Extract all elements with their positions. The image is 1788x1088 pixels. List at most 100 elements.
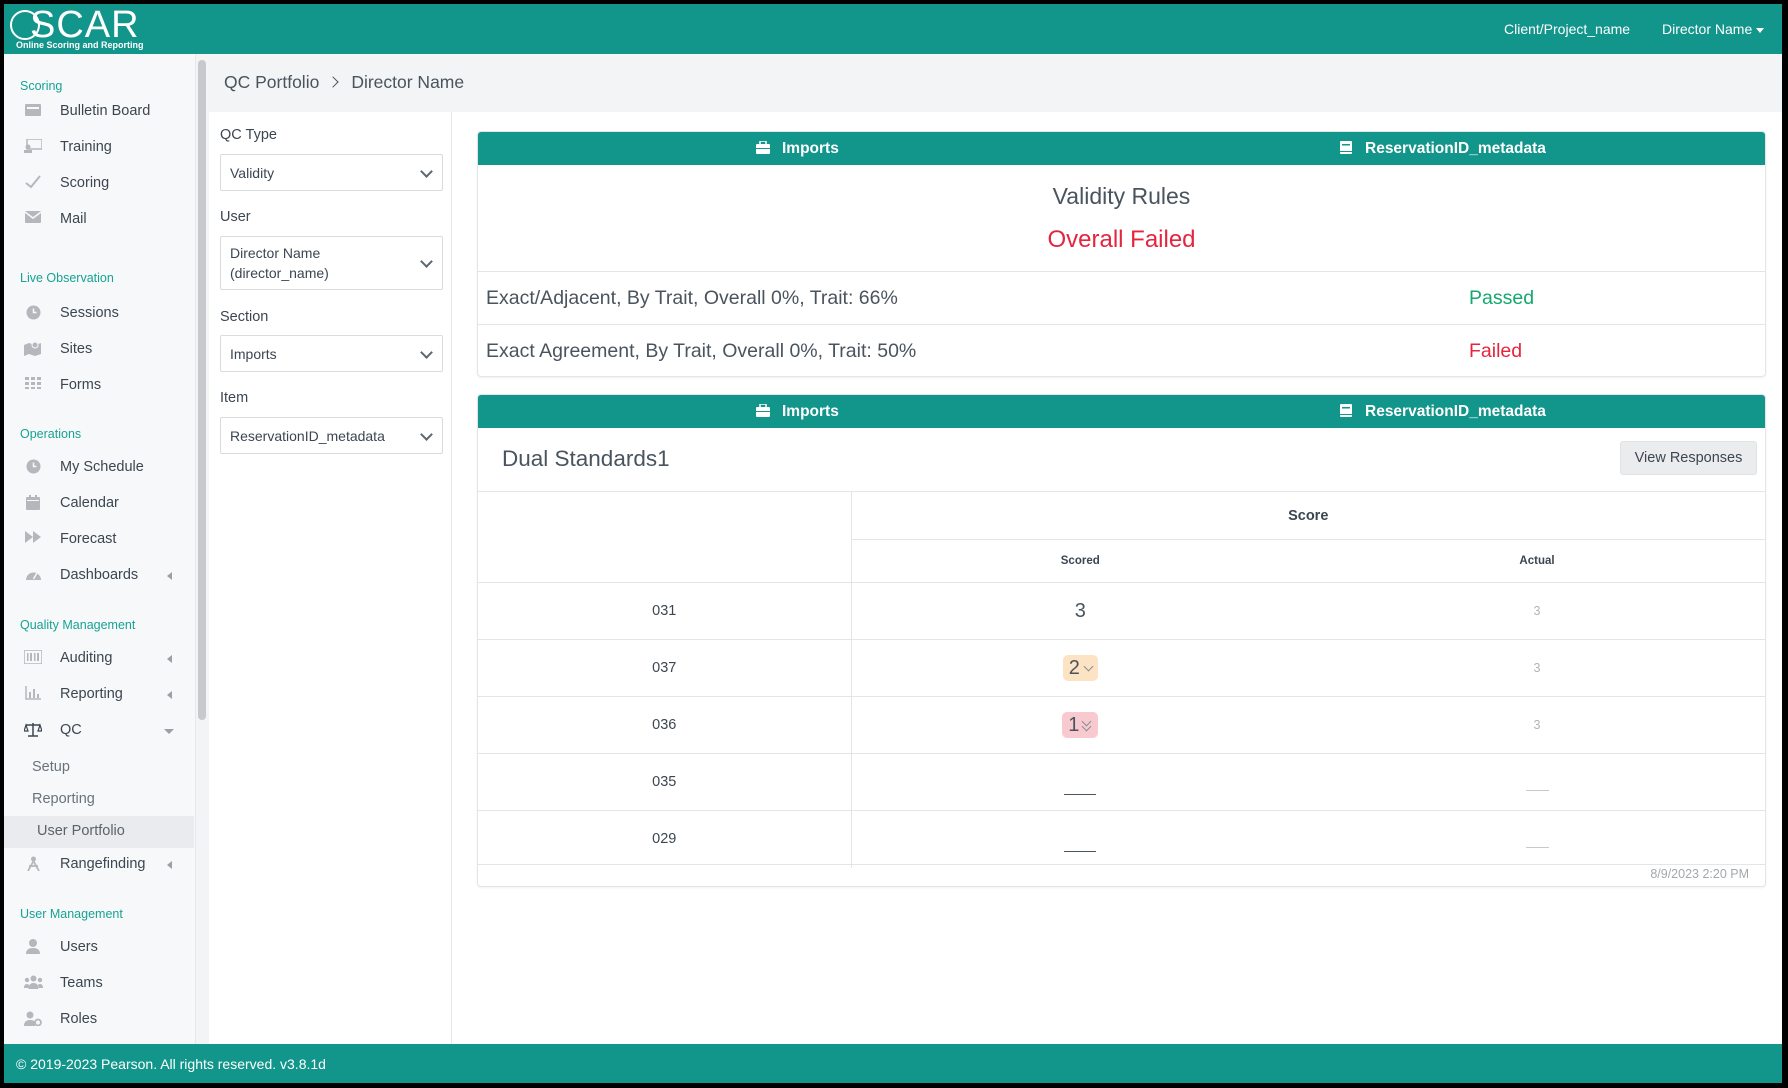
briefcase-icon [756,404,770,417]
validity-rules-card: Imports ReservationID_metadata Validity … [477,131,1766,377]
actual-column-header: Actual [1309,539,1765,583]
sidebar-heading-operations: Operations [20,427,82,441]
standards-title: Dual Standards1 [502,446,670,471]
barcode-icon [23,649,43,666]
sidebar-item-label: Roles [60,1011,98,1027]
project-link[interactable]: Client/Project_name [1504,21,1631,37]
sidebar-item-reporting[interactable]: Reporting [4,680,194,710]
mail-icon [24,211,42,227]
discrepant-score-badge: 1 [1062,712,1099,738]
response-id: 029 [478,810,852,868]
actual-empty [1309,753,1765,811]
scored-column-header: Scored [851,539,1309,583]
sidebar-item-label: Sites [60,341,93,357]
training-icon [24,138,43,155]
sidebar-item-scoring[interactable]: Scoring [4,169,194,199]
user-menu-label: Director Name [1662,21,1753,37]
sidebar-heading-user-management: User Management [20,907,123,921]
score-column-header: Score [851,491,1765,540]
app-window: SCAR Online Scoring and Reporting Client… [4,4,1782,1083]
chevron-down-icon [164,729,174,734]
sidebar-item-label: Training [60,139,112,155]
section-header-label: Imports [756,403,839,421]
empty-dash [1064,850,1097,852]
response-id: 035 [478,753,852,811]
qc-type-select[interactable]: Validity [220,154,443,191]
sidebar-item-label: Forms [60,377,102,393]
chevron-left-icon [167,691,172,699]
logo-tagline: Online Scoring and Reporting [16,40,144,50]
table-row: 031 3 3 [478,582,1765,640]
item-header-text: ReservationID_metadata [1365,403,1546,420]
main-content: Imports ReservationID_metadata Validity … [452,112,1782,1044]
sidebar-scrollbar[interactable] [198,60,206,720]
user-menu[interactable]: Director Name [1662,21,1765,37]
response-id: 037 [478,639,852,697]
rule-text: Exact/Adjacent, By Trait, Overall 0%, Tr… [486,287,898,309]
chevron-down-icon [420,165,433,178]
sidebar-item-qc[interactable]: QC [4,716,194,746]
sidebar-item-training[interactable]: Training [4,133,194,163]
breadcrumb: QC Portfolio Director Name [224,72,464,93]
sidebar-item-label: Teams [60,975,103,991]
scored-value: 1 [1068,714,1080,736]
table-row: 035 [478,753,1765,811]
map-icon [24,341,42,357]
sidebar-item-label: Scoring [60,175,110,191]
sidebar-item-auditing[interactable]: Auditing [4,644,194,674]
sidebar-subitem-user-portfolio[interactable]: User Portfolio [4,816,194,848]
section-value: Imports [230,346,277,362]
sidebar-item-forecast[interactable]: Forecast [4,525,194,555]
sidebar-item-bulletin-board[interactable]: Bulletin Board [4,97,194,127]
table-corner-cell [478,491,852,583]
sidebar-item-roles[interactable]: Roles [4,1005,194,1035]
compass-icon [24,856,42,872]
sidebar-subitem-reporting[interactable]: Reporting [32,791,95,807]
view-responses-button[interactable]: View Responses [1620,441,1757,475]
chevron-left-icon [167,572,172,580]
sidebar-item-rangefinding[interactable]: Rangefinding [4,850,194,880]
sidebar-item-teams[interactable]: Teams [4,969,194,999]
card-header: Imports ReservationID_metadata [478,395,1765,428]
rule-status-failed: Failed [1469,340,1523,362]
bulletin-board-icon [24,103,42,119]
filter-panel: QC Type Validity User Director Name (dir… [209,112,452,1044]
top-navbar: SCAR Online Scoring and Reporting Client… [4,4,1782,54]
chevron-down-icon [420,255,433,268]
table-header-row: Score [478,491,1765,583]
user-cog-icon [24,1011,42,1027]
section-select[interactable]: Imports [220,335,443,372]
overall-status: Overall Failed [1047,226,1196,253]
grid-icon [24,377,42,393]
section-header-text: Imports [782,140,839,157]
sidebar-item-dashboards[interactable]: Dashboards [4,561,194,591]
actual-value: 3 [1309,639,1765,697]
sidebar-item-sessions[interactable]: Sessions [4,299,194,329]
bar-chart-icon [24,686,42,702]
sidebar-item-users[interactable]: Users [4,933,194,963]
sidebar: Scoring Bulletin Board Training Scoring … [4,54,196,1044]
validity-rules-title: Validity Rules [1052,183,1191,209]
chevron-down-icon [420,428,433,441]
rule-row: Exact Agreement, By Trait, Overall 0%, T… [478,324,1765,376]
sidebar-item-forms[interactable]: Forms [4,371,194,401]
item-select[interactable]: ReservationID_metadata [220,417,443,454]
user-select[interactable]: Director Name (director_name) [220,236,443,290]
sidebar-item-mail[interactable]: Mail [4,205,194,235]
oscar-logo[interactable]: SCAR Online Scoring and Reporting [10,5,150,51]
sidebar-item-my-schedule[interactable]: My Schedule [4,453,194,483]
copyright-text: © 2019-2023 Pearson. All rights reserved… [16,1056,326,1072]
sidebar-item-label: Dashboards [60,567,139,583]
sidebar-item-label: QC [60,722,82,738]
breadcrumb-root[interactable]: QC Portfolio [224,72,320,92]
empty-dash [1064,793,1097,795]
calendar-icon [24,495,42,511]
sidebar-item-calendar[interactable]: Calendar [4,489,194,519]
chevron-left-icon [167,861,172,869]
double-chevron-down-icon [1081,716,1092,732]
scores-table: Score Scored Actual 031 3 3 037 2 3 [478,491,1765,868]
sidebar-item-label: Calendar [60,495,119,511]
table-row: 029 [478,810,1765,868]
sidebar-item-sites[interactable]: Sites [4,335,194,365]
sidebar-subitem-setup[interactable]: Setup [32,759,70,775]
